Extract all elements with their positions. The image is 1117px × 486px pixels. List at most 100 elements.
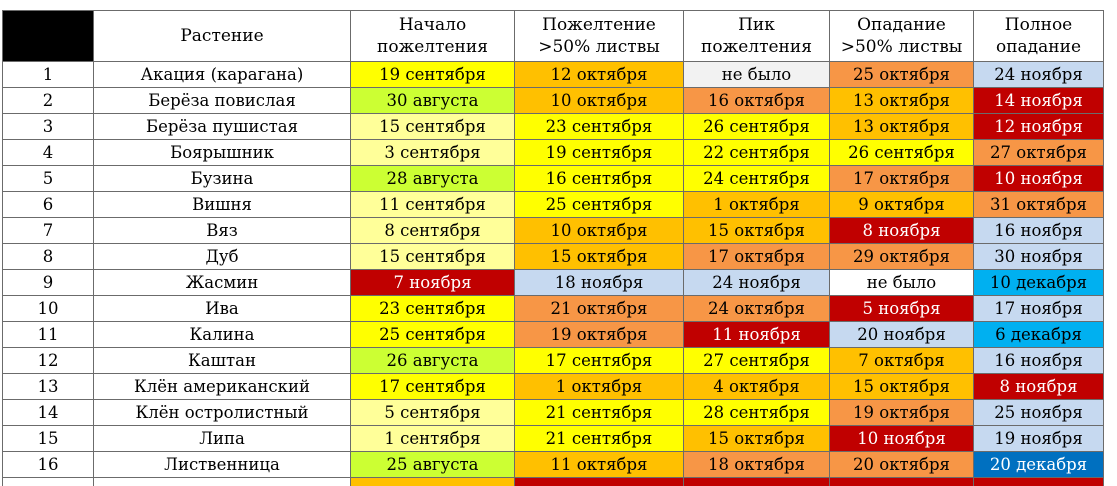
plant-name: Калина (94, 322, 351, 348)
date-cell-over50: 10 октября (515, 88, 684, 114)
date-cell-peak: 11 ноября (684, 322, 830, 348)
date-cell-peak: 17 октября (684, 244, 830, 270)
date-cell-over50: 12 октября (515, 62, 684, 88)
partial-cell (974, 478, 1104, 486)
row-number: 8 (3, 244, 94, 270)
plant-name: Ива (94, 296, 351, 322)
date-cell-fall50: не было (830, 270, 974, 296)
header-plant: Растение (94, 11, 351, 62)
date-cell-over50: 21 сентября (515, 400, 684, 426)
header-over50-line: >50% листвы (515, 36, 683, 58)
date-cell-fall50: 15 октября (830, 374, 974, 400)
date-cell-start: 15 сентября (351, 114, 515, 140)
date-cell-start: 28 августа (351, 166, 515, 192)
date-cell-full: 31 октября (974, 192, 1104, 218)
header-fall50-line: >50% листвы (830, 36, 973, 58)
date-cell-peak: 1 октября (684, 192, 830, 218)
date-cell-over50: 23 сентября (515, 114, 684, 140)
header-full-line: опадание (974, 36, 1103, 58)
date-cell-over50: 17 сентября (515, 348, 684, 374)
date-cell-start: 25 сентября (351, 322, 515, 348)
plant-name: Лиственница (94, 452, 351, 478)
row-number: 15 (3, 426, 94, 452)
plant-name: Берёза пушистая (94, 114, 351, 140)
row-number: 6 (3, 192, 94, 218)
row-number: 7 (3, 218, 94, 244)
row-number: 9 (3, 270, 94, 296)
date-cell-peak: 4 октября (684, 374, 830, 400)
date-cell-full: 19 ноября (974, 426, 1104, 452)
date-cell-fall50: 17 октября (830, 166, 974, 192)
date-cell-over50: 25 сентября (515, 192, 684, 218)
plant-name: Липа (94, 426, 351, 452)
partial-cell (684, 478, 830, 486)
date-cell-start: 5 сентября (351, 400, 515, 426)
date-cell-start: 17 сентября (351, 374, 515, 400)
date-cell-peak: 26 сентября (684, 114, 830, 140)
row-number: 14 (3, 400, 94, 426)
date-cell-fall50: 8 ноября (830, 218, 974, 244)
date-cell-over50: 10 октября (515, 218, 684, 244)
header-plant-line: Растение (94, 25, 350, 47)
date-cell-peak: 24 ноября (684, 270, 830, 296)
date-cell-full: 20 декабря (974, 452, 1104, 478)
date-cell-start: 30 августа (351, 88, 515, 114)
date-cell-peak: 18 октября (684, 452, 830, 478)
date-cell-start: 1 сентября (351, 426, 515, 452)
date-cell-fall50: 19 октября (830, 400, 974, 426)
header-peak-line: Пик (684, 14, 829, 36)
date-cell-start: 7 ноября (351, 270, 515, 296)
date-cell-fall50: 20 октября (830, 452, 974, 478)
date-cell-fall50: 5 ноября (830, 296, 974, 322)
date-cell-peak: не было (684, 62, 830, 88)
header-fall50: Опадание>50% листвы (830, 11, 974, 62)
date-cell-over50: 21 октября (515, 296, 684, 322)
date-cell-peak: 15 октября (684, 218, 830, 244)
table-row-partial (3, 478, 1104, 486)
plant-name: Вишня (94, 192, 351, 218)
date-cell-fall50: 29 октября (830, 244, 974, 270)
partial-cell (515, 478, 684, 486)
date-cell-full: 6 декабря (974, 322, 1104, 348)
plant-name: Клён остролистный (94, 400, 351, 426)
plant-name: Жасмин (94, 270, 351, 296)
plant-name: Боярышник (94, 140, 351, 166)
header-corner (3, 11, 94, 62)
date-cell-peak: 24 сентября (684, 166, 830, 192)
date-cell-over50: 15 октября (515, 244, 684, 270)
plant-name: Берёза повислая (94, 88, 351, 114)
date-cell-full: 8 ноября (974, 374, 1104, 400)
partial-cell (3, 478, 94, 486)
partial-cell (351, 478, 515, 486)
date-cell-over50: 21 сентября (515, 426, 684, 452)
date-cell-start: 19 сентября (351, 62, 515, 88)
row-number: 12 (3, 348, 94, 374)
date-cell-peak: 15 октября (684, 426, 830, 452)
plant-name: Клён американский (94, 374, 351, 400)
plant-name: Акация (карагана) (94, 62, 351, 88)
row-number: 3 (3, 114, 94, 140)
date-cell-full: 25 ноября (974, 400, 1104, 426)
date-cell-fall50: 20 ноября (830, 322, 974, 348)
date-cell-peak: 27 сентября (684, 348, 830, 374)
date-cell-full: 30 ноября (974, 244, 1104, 270)
date-cell-over50: 11 октября (515, 452, 684, 478)
plant-name: Дуб (94, 244, 351, 270)
date-cell-over50: 1 октября (515, 374, 684, 400)
date-cell-over50: 19 октября (515, 322, 684, 348)
header-fall50-line: Опадание (830, 14, 973, 36)
header-start-line: Начало (351, 14, 514, 36)
